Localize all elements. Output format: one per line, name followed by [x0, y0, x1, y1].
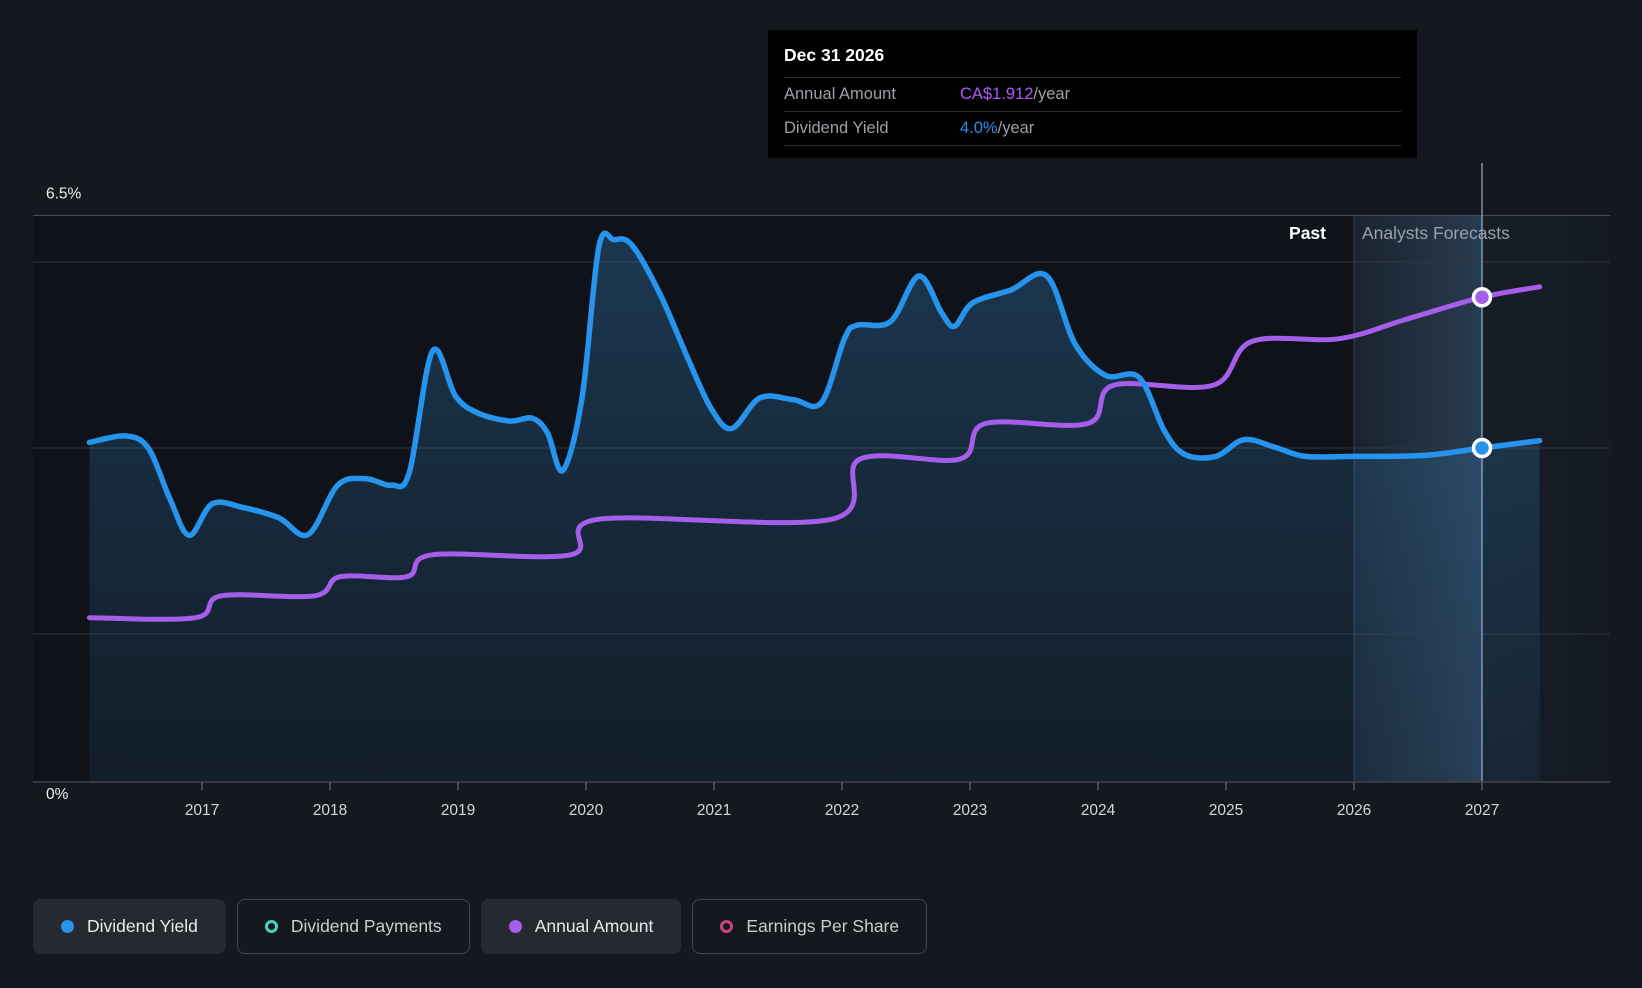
tooltip-row-label: Annual Amount	[784, 85, 896, 103]
x-label-2021: 2021	[697, 802, 731, 819]
dividend-yield-area	[89, 233, 1540, 782]
x-label-2017: 2017	[185, 802, 219, 819]
x-label-2022: 2022	[825, 802, 859, 819]
marker-dot-annual-amount	[1471, 286, 1493, 308]
forecast-label: Analysts Forecasts	[1362, 223, 1510, 243]
x-label-2019: 2019	[441, 802, 475, 819]
tooltip-row-label: Dividend Yield	[784, 119, 889, 137]
earnings-per-share-marker-icon	[720, 920, 734, 933]
annual-amount-marker-icon	[508, 920, 522, 933]
tooltip-row-suffix: /year	[1033, 85, 1071, 103]
x-label-2027: 2027	[1465, 802, 1499, 819]
legend-toggle-annual-amount[interactable]: Annual Amount	[480, 899, 682, 954]
legend-bar: Dividend Yield Dividend Payments Annual Am…	[33, 899, 928, 954]
hover-tooltip: Dec 31 2026 Annual Amount CA$1.912/year Di…	[768, 30, 1417, 158]
tooltip-row-value: CA$1.912	[960, 85, 1034, 103]
legend-label: Annual Amount	[534, 916, 654, 936]
tooltip-row-value: 4.0%	[960, 119, 998, 137]
legend-label: Earnings Per Share	[746, 916, 900, 936]
x-label-2020: 2020	[569, 802, 604, 819]
legend-toggle-dividend-payments[interactable]: Dividend Payments	[236, 899, 470, 954]
legend-label: Dividend Yield	[87, 916, 198, 936]
x-label-2018: 2018	[313, 802, 347, 819]
x-label-2023: 2023	[953, 802, 987, 819]
y-label-top: 6.5%	[46, 186, 82, 203]
x-label-2026: 2026	[1337, 802, 1371, 819]
tooltip-row-suffix: /year	[997, 119, 1035, 137]
y-label-bottom: 0%	[46, 786, 69, 803]
annual-amount-line	[86, 284, 1543, 622]
legend-toggle-dividend-yield[interactable]: Dividend Yield	[33, 899, 226, 954]
tooltip-date: Dec 31 2026	[784, 45, 885, 65]
dividend-payments-marker-icon	[264, 920, 278, 933]
legend-label: Dividend Payments	[290, 916, 442, 936]
dividend-yield-marker-icon	[61, 920, 74, 933]
marker-dot-dividend-yield	[1471, 437, 1493, 459]
tooltip-row-annual-amount: Annual Amount CA$1.912/year	[784, 77, 1401, 111]
dividend-yield-line	[86, 230, 1543, 539]
x-label-2024: 2024	[1081, 802, 1116, 819]
tooltip-row-dividend-yield: Dividend Yield 4.0%/year	[784, 111, 1401, 146]
past-label: Past	[1289, 223, 1326, 243]
x-label-2025: 2025	[1209, 802, 1243, 819]
legend-toggle-earnings-per-share[interactable]: Earnings Per Share	[692, 899, 928, 954]
